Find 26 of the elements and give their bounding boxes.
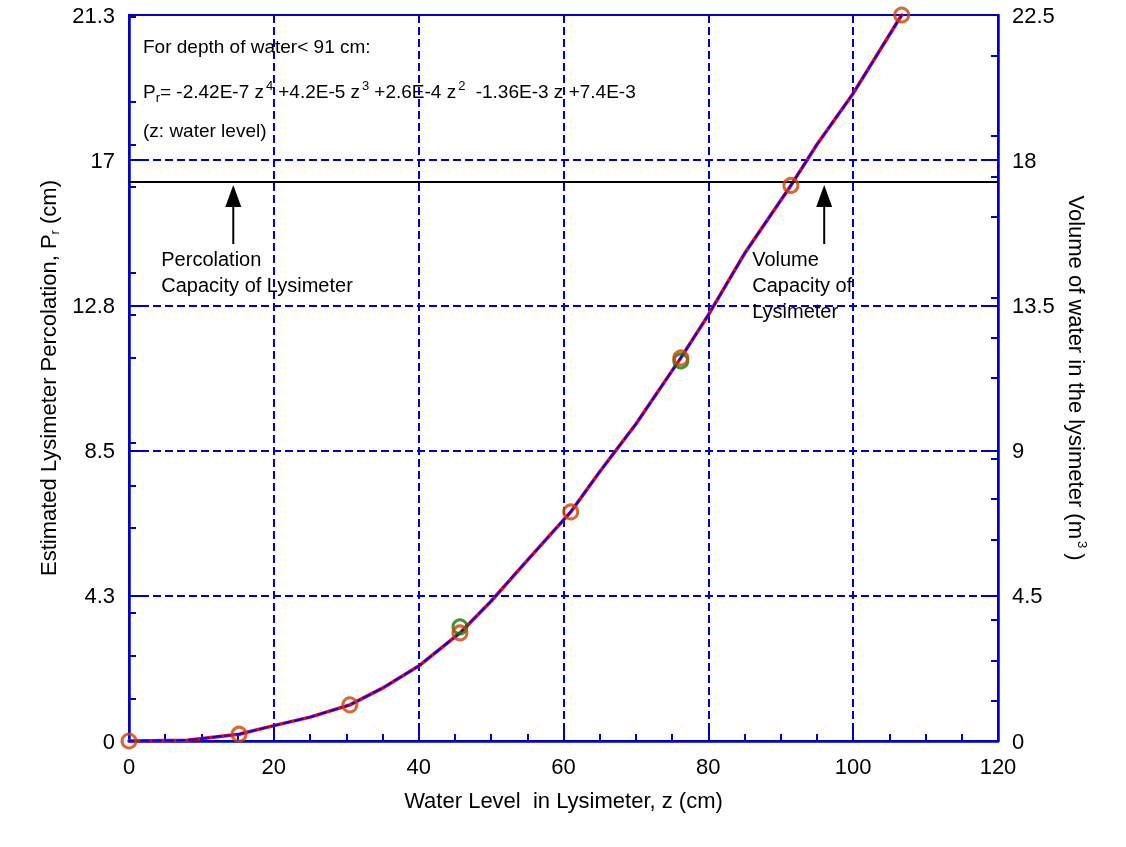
y2-tick-label: 4.5 <box>1012 583 1043 609</box>
x-tick-label: 60 <box>551 753 576 779</box>
y2-tick-label: 0 <box>1012 728 1025 754</box>
x-tick-label: 80 <box>696 753 721 779</box>
x-tick-label: 40 <box>406 753 431 779</box>
y-tick-label: 21.3 <box>72 2 115 28</box>
x-axis-title: Water Level in Lysimeter, z (cm) <box>404 787 723 813</box>
x-tick-label: 100 <box>834 753 872 779</box>
y-tick-label: 8.5 <box>84 438 115 464</box>
x-tick-label: 20 <box>261 753 287 779</box>
y-tick-label: 4.3 <box>84 583 115 609</box>
x-tick-label: 120 <box>979 753 1017 779</box>
y2-tick-label: 9 <box>1012 438 1025 464</box>
y-tick-label: 0 <box>102 728 115 754</box>
y-tick-label: 17 <box>90 147 115 173</box>
y2-axis-title: Volume of water in the lysimeter (m3) <box>1064 195 1091 561</box>
annotation: For depth of water< 91 cm: <box>143 36 371 57</box>
y-tick-label: 12.8 <box>72 292 115 318</box>
annotation: Volume Capacity of Lysimeter <box>752 248 853 323</box>
annotation: Percolation Capacity of Lysimeter <box>161 248 354 297</box>
y2-tick-label: 22.5 <box>1012 2 1055 28</box>
y-axis-title: Estimated Lysimeter Percolation, Pr (cm) <box>36 180 63 576</box>
annotation: (z: water level) <box>143 120 267 141</box>
y2-tick-label: 13.5 <box>1012 292 1055 318</box>
y2-tick-label: 18 <box>1012 147 1037 173</box>
x-tick-label: 0 <box>122 753 136 779</box>
